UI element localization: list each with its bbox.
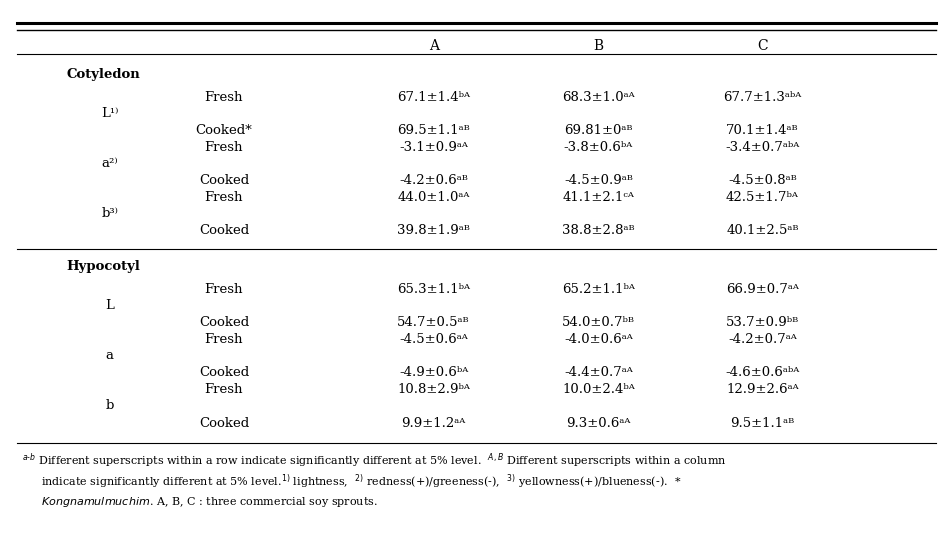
Text: 12.9±2.6ᵃᴬ: 12.9±2.6ᵃᴬ (725, 383, 798, 396)
Text: -3.4±0.7ᵃᵇᴬ: -3.4±0.7ᵃᵇᴬ (724, 141, 799, 154)
Text: 65.2±1.1ᵇᴬ: 65.2±1.1ᵇᴬ (562, 283, 634, 296)
Text: Hypocotyl: Hypocotyl (67, 260, 141, 273)
Text: L¹⁾: L¹⁾ (101, 107, 118, 120)
Text: -4.0±0.6ᵃᴬ: -4.0±0.6ᵃᴬ (564, 333, 632, 346)
Text: 68.3±1.0ᵃᴬ: 68.3±1.0ᵃᴬ (562, 91, 634, 103)
Text: Fresh: Fresh (205, 383, 243, 396)
Text: 65.3±1.1ᵇᴬ: 65.3±1.1ᵇᴬ (397, 283, 469, 296)
Text: -4.4±0.7ᵃᴬ: -4.4±0.7ᵃᴬ (564, 367, 632, 379)
Text: 40.1±2.5ᵃᴮ: 40.1±2.5ᵃᴮ (725, 224, 798, 237)
Text: $\mathit{Kongnamulmuchim}$. A, B, C : three commercial soy sprouts.: $\mathit{Kongnamulmuchim}$. A, B, C : th… (41, 495, 377, 509)
Text: Cotyledon: Cotyledon (67, 68, 140, 81)
Text: 67.7±1.3ᵃᵇᴬ: 67.7±1.3ᵃᵇᴬ (723, 91, 801, 103)
Text: b³⁾: b³⁾ (101, 207, 118, 220)
Text: $^{a‑b}$ Different superscripts within a row indicate significantly different at: $^{a‑b}$ Different superscripts within a… (22, 452, 725, 470)
Text: Fresh: Fresh (205, 283, 243, 296)
Text: -4.2±0.7ᵃᴬ: -4.2±0.7ᵃᴬ (727, 333, 796, 346)
Text: Cooked: Cooked (199, 174, 248, 187)
Text: 39.8±1.9ᵃᴮ: 39.8±1.9ᵃᴮ (397, 224, 469, 237)
Text: 41.1±2.1ᶜᴬ: 41.1±2.1ᶜᴬ (562, 191, 634, 204)
Text: 9.5±1.1ᵃᴮ: 9.5±1.1ᵃᴮ (729, 417, 794, 430)
Text: -4.5±0.9ᵃᴮ: -4.5±0.9ᵃᴮ (564, 174, 632, 187)
Text: a²⁾: a²⁾ (101, 157, 118, 170)
Text: 38.8±2.8ᵃᴮ: 38.8±2.8ᵃᴮ (562, 224, 634, 237)
Text: -4.6±0.6ᵃᵇᴬ: -4.6±0.6ᵃᵇᴬ (724, 367, 799, 379)
Text: A: A (428, 39, 438, 53)
Text: 10.0±2.4ᵇᴬ: 10.0±2.4ᵇᴬ (562, 383, 634, 396)
Text: -4.2±0.6ᵃᴮ: -4.2±0.6ᵃᴮ (399, 174, 467, 187)
Text: Fresh: Fresh (205, 91, 243, 103)
Text: 53.7±0.9ᵇᴮ: 53.7±0.9ᵇᴮ (725, 316, 798, 329)
Text: C: C (756, 39, 767, 53)
Text: indicate significantly different at 5% level.$^{1)}$ lightness,  $^{2)}$ redness: indicate significantly different at 5% l… (41, 472, 681, 490)
Text: 67.1±1.4ᵇᴬ: 67.1±1.4ᵇᴬ (397, 91, 469, 103)
Text: Cooked: Cooked (199, 417, 248, 430)
Text: 69.5±1.1ᵃᴮ: 69.5±1.1ᵃᴮ (397, 124, 469, 137)
Text: -4.5±0.6ᵃᴬ: -4.5±0.6ᵃᴬ (399, 333, 467, 346)
Text: -3.8±0.6ᵇᴬ: -3.8±0.6ᵇᴬ (564, 141, 632, 154)
Text: Fresh: Fresh (205, 141, 243, 154)
Text: -4.5±0.8ᵃᴮ: -4.5±0.8ᵃᴮ (727, 174, 796, 187)
Text: 42.5±1.7ᵇᴬ: 42.5±1.7ᵇᴬ (725, 191, 798, 204)
Text: Cooked: Cooked (199, 316, 248, 329)
Text: 44.0±1.0ᵃᴬ: 44.0±1.0ᵃᴬ (397, 191, 469, 204)
Text: 9.3±0.6ᵃᴬ: 9.3±0.6ᵃᴬ (565, 417, 630, 430)
Text: 70.1±1.4ᵃᴮ: 70.1±1.4ᵃᴮ (725, 124, 798, 137)
Text: -4.9±0.6ᵇᴬ: -4.9±0.6ᵇᴬ (399, 367, 467, 379)
Text: Fresh: Fresh (205, 191, 243, 204)
Text: 54.7±0.5ᵃᴮ: 54.7±0.5ᵃᴮ (397, 316, 469, 329)
Text: Cooked: Cooked (199, 224, 248, 237)
Text: 10.8±2.9ᵇᴬ: 10.8±2.9ᵇᴬ (397, 383, 469, 396)
Text: a: a (106, 349, 113, 362)
Text: 54.0±0.7ᵇᴮ: 54.0±0.7ᵇᴮ (562, 316, 634, 329)
Text: 66.9±0.7ᵃᴬ: 66.9±0.7ᵃᴬ (725, 283, 798, 296)
Text: 9.9±1.2ᵃᴬ: 9.9±1.2ᵃᴬ (401, 417, 466, 430)
Text: Fresh: Fresh (205, 333, 243, 346)
Text: B: B (593, 39, 603, 53)
Text: Cooked: Cooked (199, 367, 248, 379)
Text: 69.81±0ᵃᴮ: 69.81±0ᵃᴮ (564, 124, 632, 137)
Text: Cooked*: Cooked* (195, 124, 252, 137)
Text: -3.1±0.9ᵃᴬ: -3.1±0.9ᵃᴬ (399, 141, 467, 154)
Text: L: L (105, 299, 114, 312)
Text: b: b (106, 399, 113, 412)
